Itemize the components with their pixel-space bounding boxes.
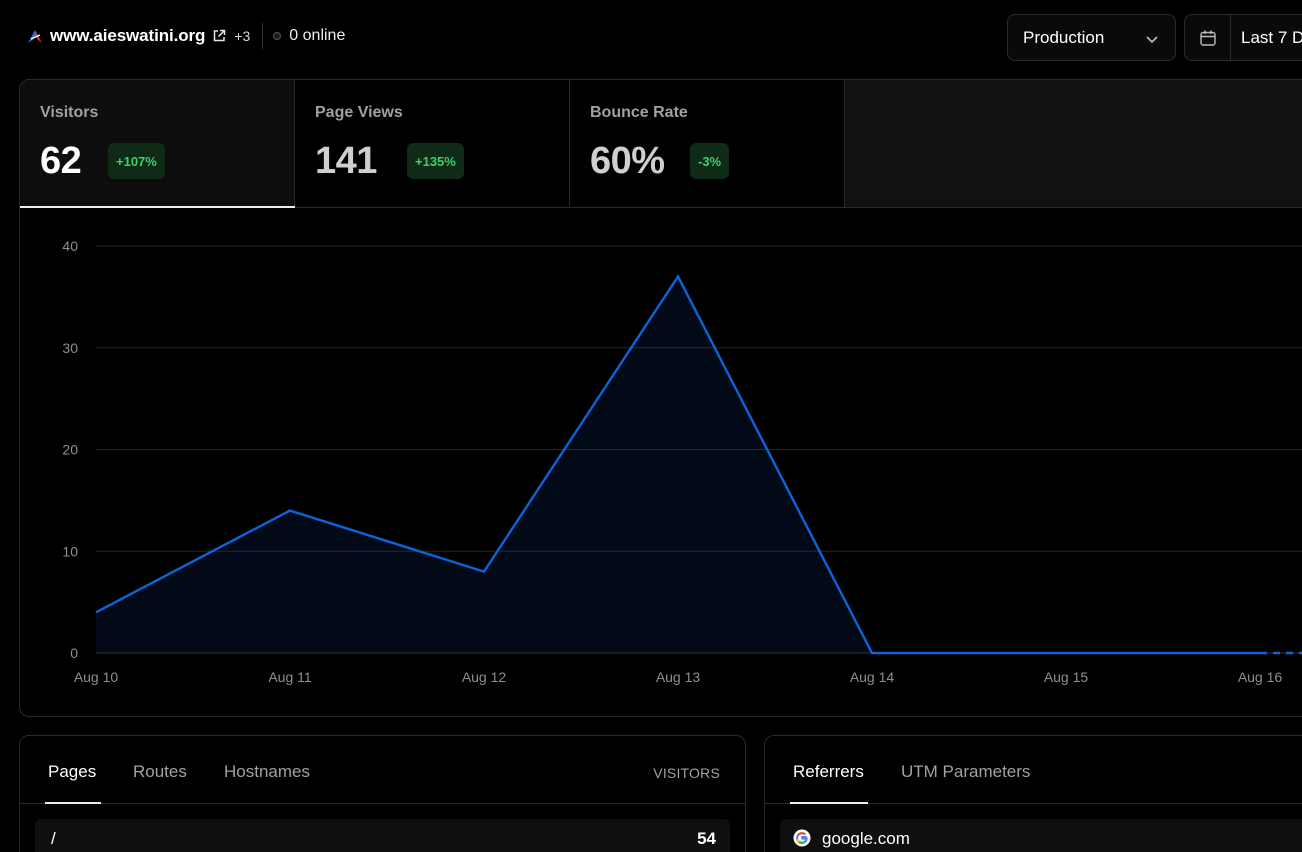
page-visitors: 54 xyxy=(697,829,716,848)
page-path: / xyxy=(51,829,56,848)
tab-referrers[interactable]: Referrers xyxy=(793,762,864,781)
tab-hostnames[interactable]: Hostnames xyxy=(224,762,310,781)
metric-tab-bounce-rate[interactable]: Bounce Rate 60% -3% xyxy=(570,80,845,207)
metric-value: 60% xyxy=(590,140,665,182)
y-tick-label: 30 xyxy=(62,340,78,356)
pages-card: Pages Routes Hostnames VISITORS / 54 xyxy=(19,735,746,852)
header-divider xyxy=(262,23,264,49)
extra-sites-count[interactable]: +3 xyxy=(234,28,251,44)
x-tick-label: Aug 16 xyxy=(1238,669,1283,685)
list-item[interactable]: google.com xyxy=(780,819,1302,852)
change-badge: +135% xyxy=(407,143,464,179)
x-tick-label: Aug 12 xyxy=(462,669,507,685)
pages-card-tabs: Pages Routes Hostnames VISITORS xyxy=(20,736,745,804)
metric-tabs: Visitors 62 +107% Page Views 141 +135% B… xyxy=(20,80,1302,208)
change-badge: +107% xyxy=(108,143,165,179)
active-tab-indicator xyxy=(790,802,868,804)
referrers-card-tabs: Referrers UTM Parameters xyxy=(765,736,1302,804)
visitors-column-header: VISITORS xyxy=(653,765,720,781)
calendar-icon xyxy=(1199,30,1216,46)
active-tab-indicator xyxy=(45,802,101,804)
metric-label: Bounce Rate xyxy=(590,104,688,121)
tab-routes[interactable]: Routes xyxy=(133,762,187,781)
date-range-calendar[interactable] xyxy=(1185,15,1231,60)
site-name[interactable]: www.aieswatini.org xyxy=(50,26,206,45)
x-tick-label: Aug 11 xyxy=(268,669,312,685)
google-icon xyxy=(793,829,811,847)
referrer-domain: google.com xyxy=(822,829,910,848)
y-tick-label: 40 xyxy=(62,238,78,254)
referrers-card: Referrers UTM Parameters google.com xyxy=(764,735,1302,852)
site-switcher[interactable]: www.aieswatini.org +3 0 online xyxy=(26,23,346,49)
metric-tab-visitors[interactable]: Visitors 62 +107% xyxy=(20,80,295,208)
metric-value: 62 xyxy=(40,140,82,182)
visitors-chart: 0 10 20 30 40 Aug 10 Aug 11 Aug 12 Aug 13 Aug 14 A… xyxy=(20,208,1302,716)
series-line xyxy=(95,274,1260,655)
x-tick-label: Aug 15 xyxy=(1044,669,1089,685)
visitors-chart-svg: 0 10 20 30 40 Aug 10 Aug 11 Aug 12 Aug 13 Aug 14 A… xyxy=(62,238,1302,685)
metric-tabs-empty-area xyxy=(845,80,1302,207)
metric-label: Visitors xyxy=(40,104,99,121)
series-area xyxy=(96,276,1260,653)
top-header: www.aieswatini.org +3 0 online Productio… xyxy=(0,0,1302,72)
y-tick-label: 0 xyxy=(70,645,78,661)
date-range-select[interactable]: Last 7 D xyxy=(1184,14,1302,61)
change-badge: -3% xyxy=(690,143,730,179)
metric-value: 141 xyxy=(315,140,377,182)
online-count: 0 online xyxy=(289,27,346,44)
active-tab-indicator xyxy=(20,206,295,208)
x-tick-label: Aug 10 xyxy=(74,669,119,685)
date-range-value: Last 7 D xyxy=(1241,27,1302,47)
x-tick-label: Aug 14 xyxy=(850,669,895,685)
environment-value: Production xyxy=(1023,27,1105,47)
list-item[interactable]: / 54 xyxy=(35,819,730,852)
y-tick-label: 10 xyxy=(62,543,78,559)
metric-label: Page Views xyxy=(315,104,403,121)
site-logo-icon xyxy=(28,30,42,43)
tab-utm-parameters[interactable]: UTM Parameters xyxy=(901,762,1031,781)
y-tick-label: 20 xyxy=(62,442,78,458)
online-status-dot-icon xyxy=(273,32,282,40)
metric-tab-page-views[interactable]: Page Views 141 +135% xyxy=(295,80,570,207)
analytics-panel: Visitors 62 +107% Page Views 141 +135% B… xyxy=(19,79,1302,717)
environment-select[interactable]: Production xyxy=(1007,14,1176,61)
tab-pages[interactable]: Pages xyxy=(48,762,97,781)
chevron-down-icon xyxy=(1146,36,1158,44)
x-tick-label: Aug 13 xyxy=(656,669,701,685)
external-link-icon[interactable] xyxy=(212,29,226,43)
